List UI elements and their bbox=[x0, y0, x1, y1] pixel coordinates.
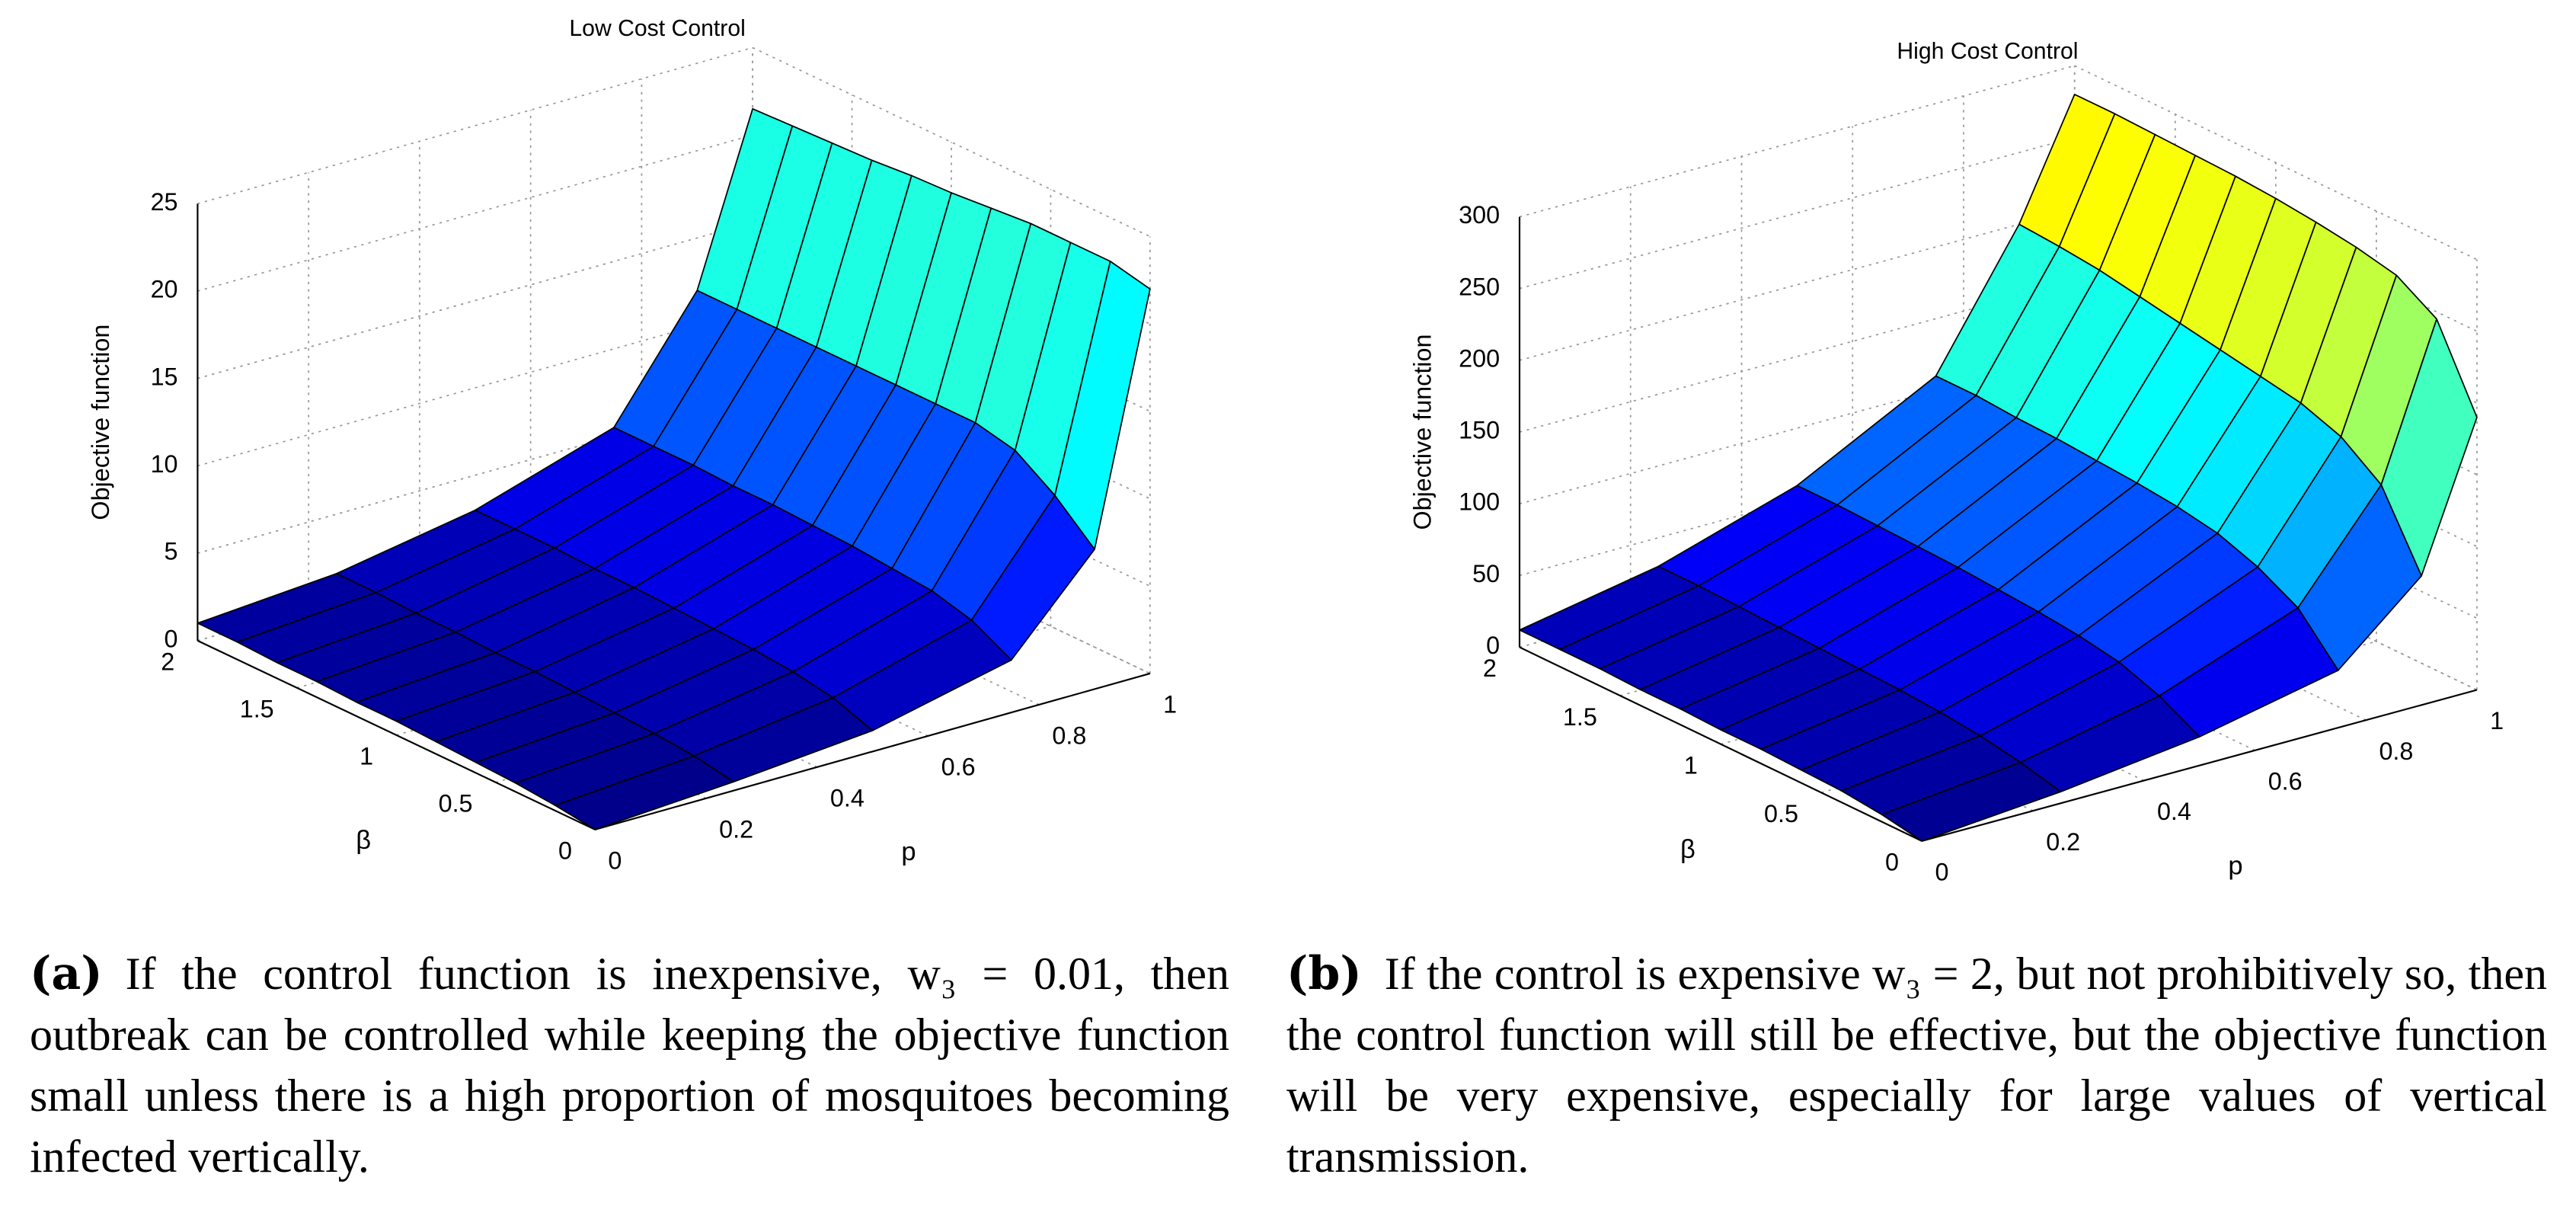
z-tick-label: 100 bbox=[1459, 488, 1500, 516]
x-tick-label: 0.2 bbox=[719, 815, 753, 843]
grid-line bbox=[1519, 65, 2075, 218]
z-tick-label: 10 bbox=[151, 450, 178, 478]
x-tick-label: 0 bbox=[608, 846, 622, 874]
z-tick-label: 0 bbox=[1486, 632, 1500, 659]
x-axis bbox=[594, 672, 1151, 830]
z-tick-label: 0 bbox=[165, 625, 178, 652]
x-axis bbox=[1921, 689, 2478, 842]
y-tick-label: 0 bbox=[558, 837, 572, 865]
grid-line bbox=[197, 46, 753, 205]
x-tick-label: 0.8 bbox=[2379, 738, 2413, 765]
z-tick-label: 300 bbox=[1459, 201, 1500, 229]
z-tick-label: 200 bbox=[1459, 344, 1500, 372]
surface-face bbox=[1881, 761, 2062, 842]
y-axis bbox=[197, 639, 596, 830]
x-tick-label: 0.4 bbox=[2157, 798, 2191, 825]
z-tick-label: 250 bbox=[1459, 273, 1500, 300]
grid-line bbox=[197, 222, 753, 379]
y-tick-label: 0.5 bbox=[439, 790, 473, 818]
caption-text: If the control is expensive w₃ = 2, but … bbox=[1286, 949, 2547, 1182]
caption-label: (b) bbox=[1286, 947, 1362, 1000]
z-tick-label: 5 bbox=[165, 538, 178, 565]
z-tick-label: 20 bbox=[151, 276, 178, 303]
x-tick-label: 1 bbox=[2490, 707, 2504, 734]
y-tick-label: 1.5 bbox=[240, 696, 274, 723]
y-tick-label: 0.5 bbox=[1764, 800, 1798, 827]
grid-line bbox=[2074, 65, 2478, 261]
caption: (a) If the control function is inexpensiv… bbox=[30, 943, 1229, 1187]
x-tick-label: 0.2 bbox=[2046, 828, 2080, 856]
caption-label: (a) bbox=[30, 947, 103, 1000]
z-tick-label: 50 bbox=[1472, 560, 1500, 587]
grid-line bbox=[1519, 136, 2075, 290]
y-axis bbox=[1519, 646, 1922, 842]
caption-text: If the control function is inexpensive, … bbox=[30, 949, 1229, 1182]
x-tick-label: 0 bbox=[1935, 859, 1948, 886]
grid-line bbox=[197, 309, 753, 467]
x-tick-label: 0.6 bbox=[941, 754, 976, 781]
y-tick-label: 0 bbox=[1885, 849, 1899, 876]
surface-face bbox=[555, 755, 735, 830]
y-tick-label: 1 bbox=[360, 743, 373, 770]
x-tick-label: 1 bbox=[1163, 691, 1177, 718]
y-tick-label: 2 bbox=[1483, 654, 1497, 682]
caption: (b) If the control is expensive w₃ = 2, b… bbox=[1286, 943, 2547, 1187]
z-axis-label: Objective function bbox=[87, 325, 114, 520]
y-tick-label: 2 bbox=[161, 648, 174, 676]
x-axis-label: p bbox=[901, 837, 916, 866]
x-tick-label: 0.8 bbox=[1052, 722, 1086, 750]
y-tick-label: 1.5 bbox=[1563, 703, 1597, 731]
z-tick-label: 150 bbox=[1459, 417, 1500, 444]
y-axis-label: β bbox=[1680, 835, 1695, 864]
x-tick-label: 0.4 bbox=[830, 785, 865, 812]
chart-title: High Cost Control bbox=[1897, 39, 2078, 64]
z-tick-label: 25 bbox=[151, 188, 178, 216]
y-axis-label: β bbox=[356, 826, 371, 855]
y-tick-label: 1 bbox=[1684, 751, 1698, 779]
x-tick-label: 0.6 bbox=[2268, 768, 2303, 795]
chart-title: Low Cost Control bbox=[569, 16, 745, 41]
x-axis-label: p bbox=[2228, 851, 2242, 880]
grid-line bbox=[197, 134, 753, 292]
z-tick-label: 15 bbox=[151, 363, 178, 390]
z-axis-label: Objective function bbox=[1408, 334, 1436, 530]
